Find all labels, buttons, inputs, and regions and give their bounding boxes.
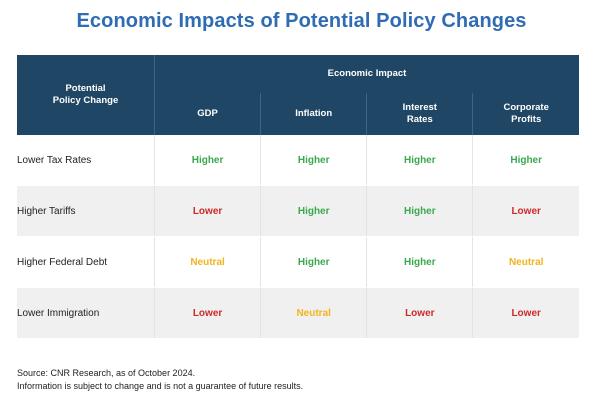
policy-cell: Lower Immigration	[17, 287, 155, 339]
column-header-interest-rates-line2: Rates	[406, 114, 433, 126]
column-header-interest-rates-line1: Interest	[402, 102, 437, 114]
table-row: Higher Federal Debt Neutral Higher Highe…	[17, 236, 579, 288]
header-row-sub: GDP Inflation Interest Rates Corporate P…	[17, 93, 579, 135]
column-header-inflation: Inflation	[260, 93, 367, 135]
page-title: Economic Impacts of Potential Policy Cha…	[76, 10, 527, 32]
impact-cell: Higher	[260, 135, 368, 186]
policy-column-header: Potential Policy Change	[17, 55, 155, 135]
column-header-interest-rates: Interest Rates	[366, 93, 473, 135]
impact-cell: Higher	[472, 135, 579, 186]
header-row-top: Potential Policy Change Economic Impact	[17, 55, 579, 135]
column-header-inflation-label: Inflation	[295, 108, 333, 120]
source-note: Source: CNR Research, as of October 2024…	[17, 368, 196, 378]
impact-cell: Higher	[260, 236, 368, 288]
policy-header-line1: Potential	[65, 83, 106, 94]
impact-cell: Higher	[366, 135, 474, 186]
impact-cell: Higher	[366, 236, 474, 288]
impact-cell: Higher	[154, 135, 262, 186]
impact-cell: Higher	[260, 185, 368, 237]
impact-cell: Higher	[366, 185, 474, 237]
table-row: Higher Tariffs Lower Higher Higher Lower	[17, 185, 579, 237]
column-header-corporate-profits-line1: Corporate	[503, 102, 549, 114]
impact-cell: Lower	[154, 185, 262, 237]
column-header-corporate-profits-line2: Profits	[511, 114, 542, 126]
impact-cell: Neutral	[154, 236, 262, 288]
impact-cell: Lower	[472, 287, 579, 339]
impact-cell: Lower	[366, 287, 474, 339]
table-row: Lower Tax Rates Higher Higher Higher Hig…	[17, 135, 579, 186]
column-header-corporate-profits: Corporate Profits	[472, 93, 579, 135]
policy-cell: Lower Tax Rates	[17, 135, 155, 186]
economic-impact-header: Economic Impact	[154, 55, 579, 94]
footnote: Source: CNR Research, as of October 2024…	[17, 367, 303, 393]
table-row: Lower Immigration Lower Neutral Lower Lo…	[17, 287, 579, 339]
policy-header-line2: Policy Change	[52, 95, 119, 106]
impact-cell: Lower	[472, 185, 579, 237]
column-header-gdp: GDP	[154, 93, 261, 135]
impact-cell: Neutral	[260, 287, 368, 339]
impact-cell: Lower	[154, 287, 262, 339]
column-header-gdp-label: GDP	[197, 108, 218, 120]
disclaimer-note: Information is subject to change and is …	[17, 381, 304, 391]
policy-cell: Higher Federal Debt	[17, 236, 155, 288]
policy-cell: Higher Tariffs	[17, 185, 155, 237]
impact-cell: Neutral	[472, 236, 579, 288]
impact-table: Potential Policy Change Economic Impact …	[17, 55, 579, 339]
